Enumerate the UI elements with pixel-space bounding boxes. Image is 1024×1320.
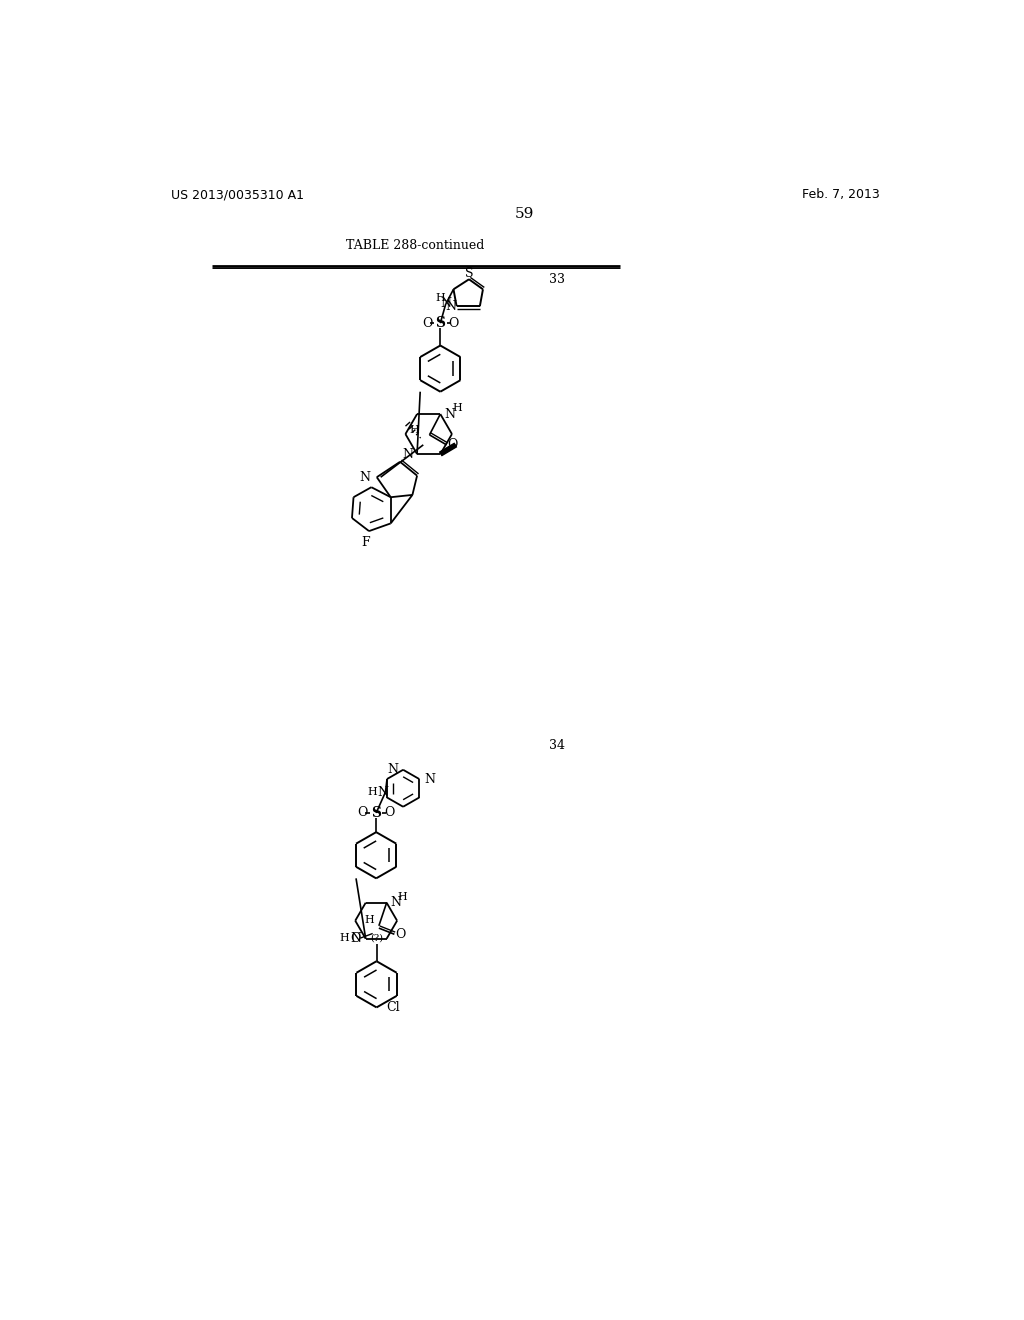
Text: N: N bbox=[390, 896, 401, 909]
Text: H: H bbox=[453, 403, 462, 413]
Text: N: N bbox=[444, 408, 456, 421]
Text: S: S bbox=[371, 807, 381, 820]
Text: S: S bbox=[465, 268, 473, 280]
Text: N: N bbox=[424, 772, 435, 785]
Text: H: H bbox=[364, 915, 374, 925]
Text: Feb. 7, 2013: Feb. 7, 2013 bbox=[802, 187, 880, 201]
Text: Cl: Cl bbox=[386, 1001, 399, 1014]
Text: N: N bbox=[359, 471, 371, 483]
Text: O: O bbox=[384, 807, 394, 820]
Text: 33: 33 bbox=[549, 273, 565, 286]
Text: O: O bbox=[357, 807, 368, 820]
Text: TABLE 288-continued: TABLE 288-continued bbox=[345, 239, 484, 252]
Text: 34: 34 bbox=[549, 739, 565, 751]
Text: O: O bbox=[449, 317, 459, 330]
Text: O: O bbox=[395, 928, 406, 941]
Text: O: O bbox=[422, 317, 432, 330]
Text: (?): (?) bbox=[370, 933, 383, 942]
Text: N: N bbox=[387, 763, 398, 776]
Text: S: S bbox=[435, 317, 445, 330]
Text: US 2013/0035310 A1: US 2013/0035310 A1 bbox=[171, 187, 304, 201]
Text: N: N bbox=[351, 932, 361, 945]
Text: N: N bbox=[445, 300, 457, 313]
Text: O: O bbox=[350, 932, 360, 945]
Text: H: H bbox=[340, 933, 349, 942]
Text: H: H bbox=[368, 787, 377, 797]
Text: N: N bbox=[402, 447, 414, 461]
Text: N: N bbox=[378, 785, 389, 799]
Text: O: O bbox=[447, 438, 458, 451]
Text: H: H bbox=[410, 425, 419, 436]
Text: H: H bbox=[397, 892, 407, 903]
Text: H: H bbox=[435, 293, 445, 302]
Text: N: N bbox=[440, 297, 452, 310]
Text: 59: 59 bbox=[515, 207, 535, 220]
Text: F: F bbox=[360, 536, 370, 549]
